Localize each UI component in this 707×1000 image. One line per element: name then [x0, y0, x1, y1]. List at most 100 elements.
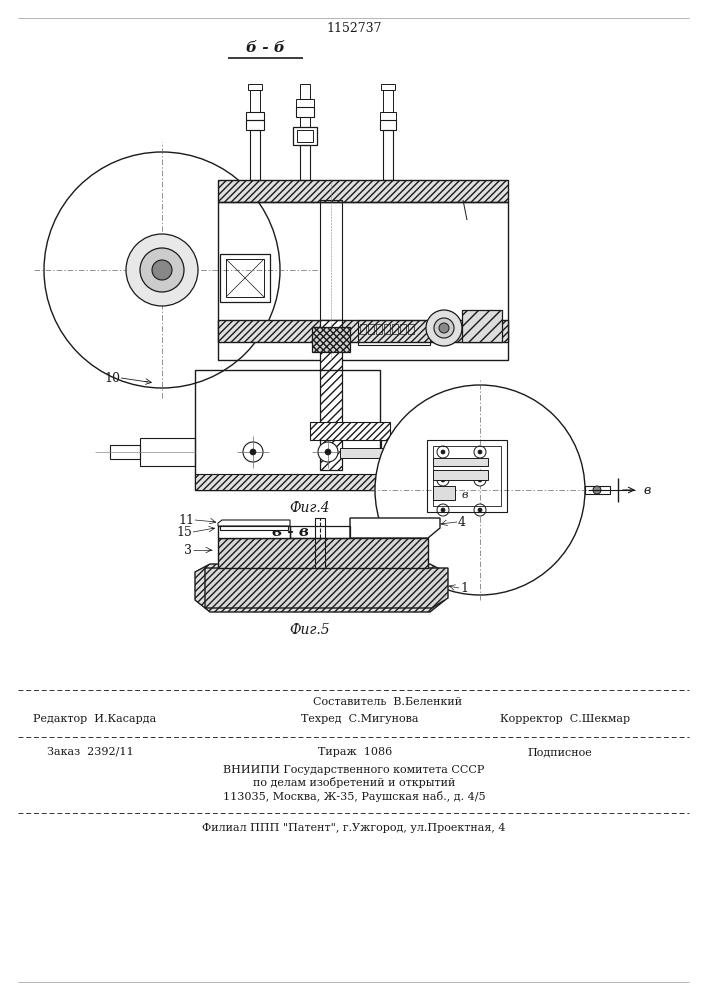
- Circle shape: [140, 248, 184, 292]
- Bar: [340, 448, 390, 458]
- Circle shape: [44, 152, 280, 388]
- Bar: [195, 370, 380, 490]
- Bar: [383, 90, 393, 112]
- Circle shape: [437, 446, 449, 458]
- Text: Корректор  С.Шекмар: Корректор С.Шекмар: [500, 714, 630, 724]
- Bar: [300, 117, 310, 127]
- Bar: [246, 112, 264, 120]
- Bar: [297, 130, 313, 142]
- Bar: [384, 324, 390, 334]
- Bar: [300, 84, 310, 99]
- Text: 3: 3: [184, 544, 192, 556]
- Circle shape: [441, 478, 445, 482]
- Bar: [296, 99, 314, 107]
- Circle shape: [437, 504, 449, 516]
- Bar: [462, 310, 502, 342]
- Circle shape: [152, 260, 172, 280]
- Circle shape: [441, 508, 445, 512]
- Bar: [293, 127, 317, 145]
- Polygon shape: [220, 526, 288, 530]
- Text: Фиг.4: Фиг.4: [290, 501, 330, 515]
- Bar: [140, 438, 195, 466]
- Text: 1152737: 1152737: [326, 21, 382, 34]
- Bar: [226, 259, 264, 297]
- Bar: [250, 130, 260, 180]
- Bar: [310, 422, 390, 440]
- Circle shape: [243, 442, 263, 462]
- Circle shape: [439, 323, 449, 333]
- Text: в: в: [643, 484, 650, 496]
- Bar: [320, 320, 342, 470]
- Circle shape: [478, 478, 482, 482]
- Bar: [110, 445, 140, 459]
- Circle shape: [474, 504, 486, 516]
- Circle shape: [325, 449, 331, 455]
- Bar: [358, 320, 430, 345]
- Text: в: в: [462, 490, 468, 500]
- Text: Подписное: Подписное: [527, 747, 592, 757]
- Bar: [400, 324, 406, 334]
- Bar: [220, 254, 270, 302]
- Circle shape: [250, 449, 256, 455]
- Circle shape: [318, 442, 338, 462]
- Bar: [433, 470, 488, 480]
- Bar: [250, 90, 260, 112]
- Bar: [381, 84, 395, 90]
- Circle shape: [474, 446, 486, 458]
- Circle shape: [375, 385, 585, 595]
- Bar: [360, 324, 366, 334]
- Bar: [315, 518, 325, 568]
- Polygon shape: [218, 538, 428, 568]
- Bar: [218, 202, 508, 360]
- Bar: [290, 526, 350, 538]
- Polygon shape: [218, 526, 290, 538]
- Bar: [380, 112, 396, 120]
- Text: Редактор  И.Касарда: Редактор И.Касарда: [33, 714, 157, 724]
- Polygon shape: [195, 564, 445, 612]
- Text: Фиг.5: Фиг.5: [290, 623, 330, 637]
- Bar: [408, 324, 414, 334]
- Bar: [218, 320, 508, 342]
- Bar: [392, 324, 398, 334]
- Bar: [388, 446, 474, 484]
- Text: 113035, Москва, Ж-35, Раушская наб., д. 4/5: 113035, Москва, Ж-35, Раушская наб., д. …: [223, 790, 485, 802]
- Polygon shape: [205, 568, 448, 608]
- Bar: [376, 324, 382, 334]
- Bar: [380, 120, 396, 130]
- Bar: [433, 446, 501, 506]
- Circle shape: [478, 450, 482, 454]
- Text: 1: 1: [460, 582, 468, 594]
- Text: Составитель  В.Беленкий: Составитель В.Беленкий: [313, 697, 462, 707]
- Text: Заказ  2392/11: Заказ 2392/11: [47, 747, 134, 757]
- Bar: [219, 202, 507, 359]
- Circle shape: [441, 450, 445, 454]
- Circle shape: [434, 318, 454, 338]
- Circle shape: [426, 310, 462, 346]
- Bar: [368, 324, 374, 334]
- Bar: [320, 200, 342, 320]
- Circle shape: [593, 486, 601, 494]
- Bar: [427, 440, 507, 512]
- Bar: [312, 327, 350, 352]
- Circle shape: [437, 474, 449, 486]
- Bar: [433, 486, 455, 500]
- Circle shape: [478, 508, 482, 512]
- Text: 4: 4: [458, 516, 466, 528]
- Text: по делам изобретений и открытий: по делам изобретений и открытий: [253, 778, 455, 788]
- Polygon shape: [218, 520, 290, 526]
- Bar: [248, 84, 262, 90]
- Text: ВНИИПИ Государственного комитета СССР: ВНИИПИ Государственного комитета СССР: [223, 765, 485, 775]
- Text: 10: 10: [104, 371, 120, 384]
- Text: Тираж  1086: Тираж 1086: [318, 747, 392, 757]
- Circle shape: [474, 474, 486, 486]
- Bar: [195, 474, 380, 490]
- Bar: [383, 130, 393, 180]
- Bar: [296, 107, 314, 117]
- Circle shape: [126, 234, 198, 306]
- Text: Филиал ППП "Патент", г.Ужгород, ул.Проектная, 4: Филиал ППП "Патент", г.Ужгород, ул.Проек…: [202, 823, 506, 833]
- Bar: [218, 180, 508, 202]
- Text: 15: 15: [176, 526, 192, 538]
- Text: б - б: б - б: [245, 41, 284, 55]
- Text: Техред  С.Мигунова: Техред С.Мигунова: [301, 714, 419, 724]
- Bar: [381, 440, 481, 490]
